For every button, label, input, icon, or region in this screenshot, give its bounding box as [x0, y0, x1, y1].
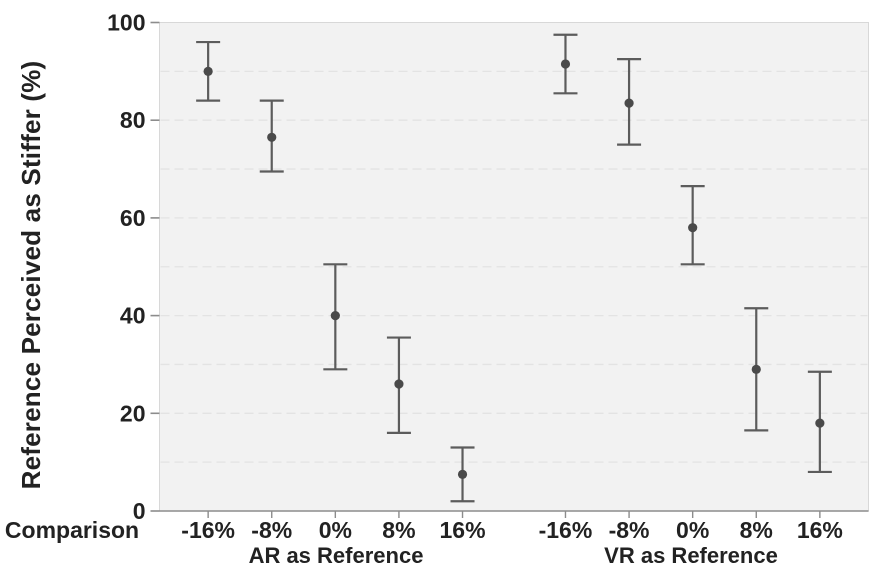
data-point	[267, 132, 277, 142]
data-point	[330, 311, 340, 321]
x-tick-label: -16%	[539, 517, 593, 543]
x-tick-label: -8%	[251, 517, 292, 543]
x-tick-label: 0%	[676, 517, 709, 543]
y-tick-label: 60	[120, 205, 146, 231]
y-tick-label: 40	[120, 303, 146, 329]
data-point	[815, 418, 825, 428]
x-tick-label: -8%	[609, 517, 650, 543]
y-tick-label: 20	[120, 400, 146, 426]
data-point	[560, 59, 571, 69]
x-tick-label: 16%	[797, 517, 843, 543]
data-point	[457, 469, 468, 479]
data-point	[394, 379, 404, 389]
x-axis-title: Comparison	[4, 517, 140, 543]
x-tick-label: 8%	[382, 517, 415, 543]
data-point	[751, 364, 761, 374]
x-tick-label: 8%	[740, 517, 773, 543]
y-tick-label: 0	[133, 498, 146, 524]
data-point	[203, 66, 213, 76]
y-tick-label: 100	[107, 10, 145, 36]
data-point	[624, 98, 634, 108]
data-point	[688, 223, 698, 233]
y-axis-title: Reference Perceived as Stiffer (%)	[16, 60, 46, 490]
group-label-ar: AR as Reference	[248, 543, 424, 567]
group-label-vr: VR as Reference	[604, 543, 778, 567]
y-tick-label: 80	[120, 107, 146, 133]
x-tick-label: 16%	[440, 517, 486, 543]
x-tick-label: 0%	[319, 517, 352, 543]
x-tick-label: -16%	[181, 517, 235, 543]
